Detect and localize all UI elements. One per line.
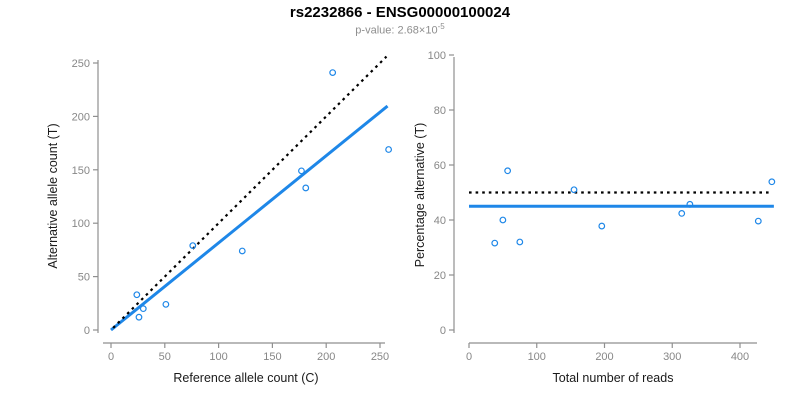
y-tick-label: 100 [72, 218, 90, 230]
data-point [598, 222, 606, 230]
data-point [189, 242, 197, 250]
right-plot: 0 100 200 300 400 0 20 40 60 80 100 Total number of… [413, 50, 776, 385]
data-point [570, 186, 578, 194]
x-tick-label: 150 [263, 351, 281, 363]
x-axis-title: Reference allele count (C) [173, 371, 318, 385]
x-tick-label: 200 [595, 351, 613, 363]
data-point [302, 184, 310, 192]
x-tick-label: 200 [317, 351, 335, 363]
x-tick-label: 250 [371, 351, 389, 363]
y-tick-label: 200 [72, 111, 90, 123]
left-plot: 0 50 100 150 200 250 0 50 100 150 200 250 Reference … [46, 55, 393, 385]
data-point [678, 209, 686, 217]
data-point [139, 305, 147, 313]
data-point [133, 291, 141, 299]
data-point [686, 200, 694, 208]
y-tick-label: 80 [434, 105, 446, 117]
data-point [504, 167, 512, 175]
data-point [238, 247, 246, 255]
data-point [135, 313, 143, 321]
data-point [385, 146, 393, 153]
data-point [768, 178, 776, 186]
data-point [491, 239, 499, 247]
y-tick-label: 100 [428, 50, 446, 62]
y-axis-title: Alternative allele count (T) [46, 123, 60, 268]
y-tick-label: 0 [84, 325, 90, 337]
x-tick-label: 100 [528, 351, 546, 363]
data-point [329, 69, 337, 77]
x-axis-title: Total number of reads [553, 371, 674, 385]
y-axis-title: Percentage alternative (T) [413, 123, 427, 268]
regression-line [110, 104, 389, 332]
y-tick-label: 150 [72, 165, 90, 177]
y-tick-label: 40 [434, 215, 446, 227]
x-tick-label: 100 [209, 351, 227, 363]
data-point [499, 216, 507, 224]
data-point [298, 167, 305, 175]
y-tick-label: 0 [440, 325, 446, 337]
y-tick-label: 60 [434, 160, 446, 172]
data-point [162, 300, 170, 308]
identity-line [112, 55, 388, 329]
pvalue-text: p-value: 2.68×10 [355, 24, 438, 37]
data-point [754, 217, 762, 225]
pvalue-exponent: -5 [437, 22, 445, 31]
plot-title: rs2232866 - ENSG00000100024 [289, 4, 511, 21]
y-tick-label: 20 [434, 270, 446, 282]
x-tick-label: 300 [663, 351, 681, 363]
x-tick-label: 0 [466, 351, 472, 363]
y-tick-label: 50 [78, 272, 90, 284]
data-point [516, 238, 524, 246]
y-tick-label: 250 [72, 58, 90, 70]
x-tick-label: 50 [159, 351, 171, 363]
plot-subtitle: p-value: 2.68×10-5 [0, 22, 800, 37]
x-tick-label: 400 [731, 351, 749, 363]
x-tick-label: 0 [108, 351, 114, 363]
